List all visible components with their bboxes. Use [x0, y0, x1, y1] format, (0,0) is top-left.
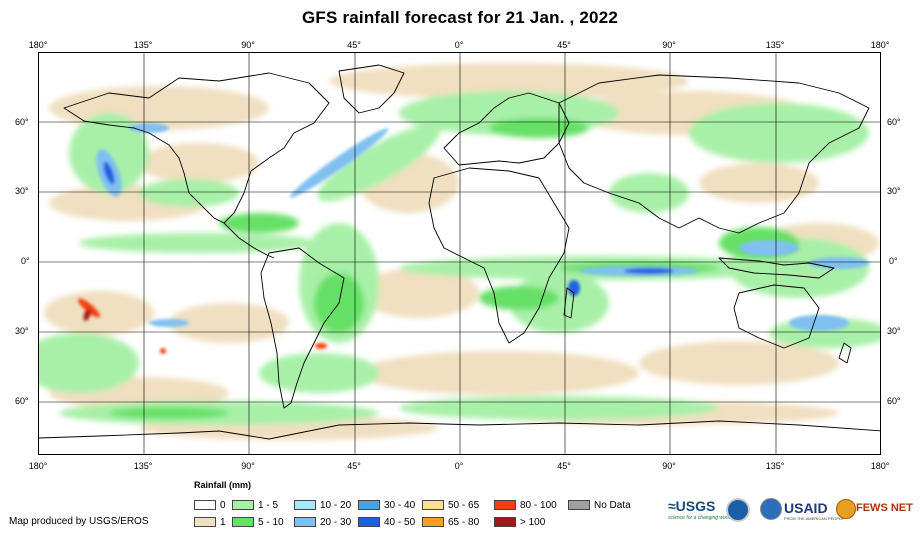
legend-swatch	[232, 517, 254, 527]
lat-label: 60°	[887, 396, 901, 406]
lon-label: 180°	[870, 40, 890, 50]
usgs-tagline: science for a changing world	[668, 515, 732, 521]
legend-swatch	[294, 500, 316, 510]
logo-strip: ≈USGS science for a changing world USAID…	[668, 496, 916, 526]
lon-label: 135°	[133, 40, 153, 50]
legend-label: > 100	[520, 517, 546, 528]
lat-label: 60°	[15, 396, 29, 406]
lon-label: 90°	[241, 461, 255, 471]
lon-label: 90°	[662, 40, 676, 50]
north-america-outline	[63, 72, 330, 224]
lon-label: 45°	[347, 40, 361, 50]
legend-label: 50 - 65	[448, 500, 480, 511]
lat-label: 30°	[15, 326, 29, 336]
lon-label: 45°	[557, 40, 571, 50]
legend-swatch	[194, 500, 216, 510]
coastlines	[39, 64, 880, 440]
legend-label: 40 - 50	[384, 517, 416, 528]
lat-label: 60°	[887, 117, 901, 127]
antarctica-outline	[39, 420, 880, 440]
legend-label: 80 - 100	[520, 500, 557, 511]
legend-label: 1 - 5	[258, 500, 279, 511]
legend-swatch	[422, 500, 444, 510]
legend-item: 1 - 5	[232, 500, 278, 511]
lat-label: 30°	[15, 186, 29, 196]
legend-swatch	[422, 517, 444, 527]
rainfall-overlay	[39, 63, 880, 440]
lat-label: 30°	[887, 186, 901, 196]
legend-label: 10 - 20	[320, 500, 352, 511]
lon-label: 90°	[241, 40, 255, 50]
usaid-seal-icon	[760, 498, 782, 520]
legend-swatch	[568, 500, 590, 510]
legend-swatch	[358, 517, 380, 527]
africa-outline	[428, 167, 570, 344]
legend-label: 65 - 80	[448, 517, 480, 528]
lon-label: 135°	[765, 461, 785, 471]
legend-title: Rainfall (mm)	[194, 480, 252, 490]
legend-item: 30 - 40	[358, 500, 415, 511]
usaid-logo: USAID	[784, 500, 828, 516]
lon-label: 180°	[870, 461, 890, 471]
lon-label: 45°	[557, 461, 571, 471]
map-title: GFS rainfall forecast for 21 Jan. , 2022	[301, 8, 619, 27]
central-america-outline	[223, 222, 275, 259]
legend-item: 80 - 100	[494, 500, 557, 511]
indonesia-outline	[718, 257, 835, 279]
rainfall-map[interactable]	[38, 52, 881, 455]
legend-label: 20 - 30	[320, 517, 352, 528]
legend-item: 50 - 65	[422, 500, 479, 511]
lat-label: 0°	[21, 256, 30, 266]
lat-label: 30°	[887, 326, 901, 336]
legend-item: > 100	[494, 517, 545, 528]
australia-outline	[733, 284, 820, 349]
legend-label: 0	[220, 500, 226, 511]
legend-swatch	[194, 517, 216, 527]
greenland-outline	[338, 64, 405, 114]
fews-globe-icon	[836, 499, 856, 519]
legend-swatch	[358, 500, 380, 510]
lon-label: 90°	[662, 461, 676, 471]
lon-label: 135°	[133, 461, 153, 471]
legend-item: No Data	[568, 500, 631, 511]
south-america-outline	[260, 247, 345, 409]
legend-item: 65 - 80	[422, 517, 479, 528]
asia-outline	[558, 74, 870, 234]
legend-swatch	[294, 517, 316, 527]
noaa-icon	[726, 498, 750, 522]
legend-item: 20 - 30	[294, 517, 351, 528]
legend-label: No Data	[594, 500, 631, 511]
usaid-tagline: FROM THE AMERICAN PEOPLE	[784, 516, 844, 521]
legend-item: 5 - 10	[232, 517, 284, 528]
legend-item: 10 - 20	[294, 500, 351, 511]
rainfall-heavy	[77, 123, 869, 354]
madagascar-outline	[563, 287, 575, 319]
map-credit: Map produced by USGS/EROS	[9, 516, 149, 527]
legend-label: 5 - 10	[258, 517, 284, 528]
usgs-logo: ≈USGS	[668, 498, 716, 514]
lat-label: 0°	[889, 256, 898, 266]
rainfall-map-svg	[39, 53, 880, 454]
legend-item: 40 - 50	[358, 517, 415, 528]
lon-label: 45°	[347, 461, 361, 471]
fews-logo: FEWS NET	[856, 502, 913, 514]
legend-label: 1	[220, 517, 226, 528]
legend-item: 1	[194, 517, 226, 528]
europe-outline	[443, 92, 570, 166]
lat-label: 60°	[15, 117, 29, 127]
lon-label: 180°	[28, 40, 48, 50]
new-zealand-outline	[838, 342, 852, 364]
legend-label: 30 - 40	[384, 500, 416, 511]
legend-swatch	[494, 500, 516, 510]
graticule	[39, 53, 880, 454]
lon-label: 0°	[454, 40, 464, 50]
legend-item: 0	[194, 500, 226, 511]
legend-swatch	[494, 517, 516, 527]
lon-label: 135°	[765, 40, 785, 50]
legend-swatch	[232, 500, 254, 510]
lon-label: 180°	[28, 461, 48, 471]
lon-label: 0°	[454, 461, 464, 471]
